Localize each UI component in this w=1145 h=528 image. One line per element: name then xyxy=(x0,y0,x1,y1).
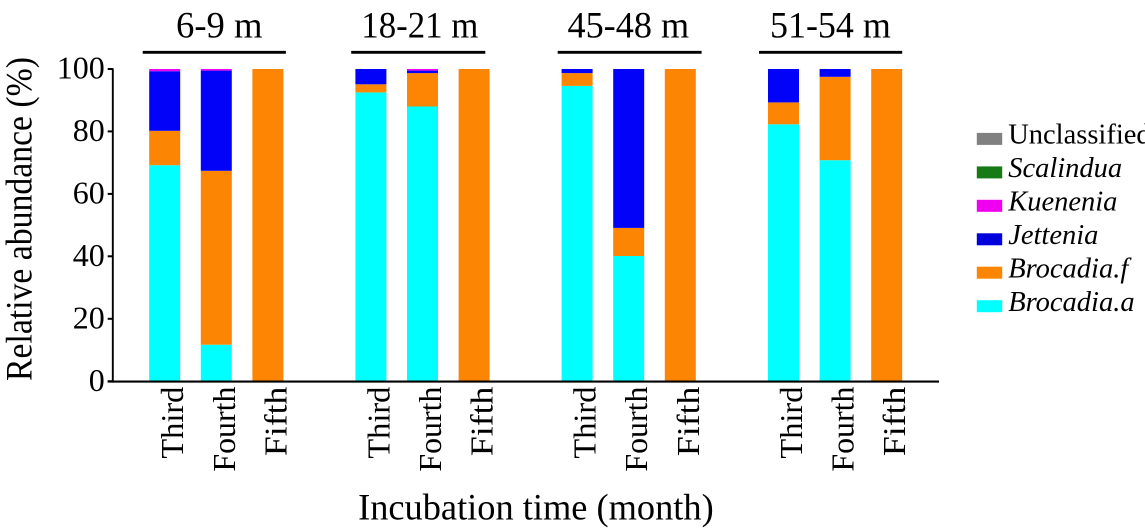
svg-text:Fifth: Fifth xyxy=(257,387,293,457)
svg-text:Fifth: Fifth xyxy=(876,387,912,457)
svg-text:Kuenenia: Kuenenia xyxy=(1007,187,1117,218)
svg-text:6-9 m: 6-9 m xyxy=(176,6,263,47)
svg-text:Fifth: Fifth xyxy=(670,387,706,457)
svg-text:Third: Third xyxy=(567,387,603,459)
svg-text:Third: Third xyxy=(360,387,396,459)
svg-text:Fourth: Fourth xyxy=(618,387,654,472)
svg-text:40: 40 xyxy=(73,237,105,273)
svg-text:Fourth: Fourth xyxy=(412,387,448,472)
svg-text:20: 20 xyxy=(73,300,105,336)
svg-text:Fourth: Fourth xyxy=(825,387,861,472)
svg-text:Scalindua: Scalindua xyxy=(1008,153,1122,184)
svg-text:100: 100 xyxy=(57,50,105,86)
svg-text:Fifth: Fifth xyxy=(464,387,500,457)
svg-text:0: 0 xyxy=(89,362,105,398)
svg-text:60: 60 xyxy=(73,175,105,211)
svg-text:80: 80 xyxy=(73,112,105,148)
svg-text:51-54 m: 51-54 m xyxy=(770,6,891,47)
svg-text:Third: Third xyxy=(773,387,809,459)
svg-text:Jettenia: Jettenia xyxy=(1008,220,1098,251)
svg-text:Brocadia.a: Brocadia.a xyxy=(1008,287,1134,318)
svg-text:Incubation time (month): Incubation time (month) xyxy=(358,487,714,528)
svg-text:Third: Third xyxy=(154,387,190,459)
svg-text:Fourth: Fourth xyxy=(206,387,242,472)
svg-text:45-48 m: 45-48 m xyxy=(568,6,690,47)
svg-text:18-21 m: 18-21 m xyxy=(361,6,478,47)
svg-text:Brocadia.f: Brocadia.f xyxy=(1008,254,1132,285)
svg-text:Relative abundance (%): Relative abundance (%) xyxy=(0,57,41,381)
svg-text:Unclassified: Unclassified xyxy=(1008,120,1145,151)
